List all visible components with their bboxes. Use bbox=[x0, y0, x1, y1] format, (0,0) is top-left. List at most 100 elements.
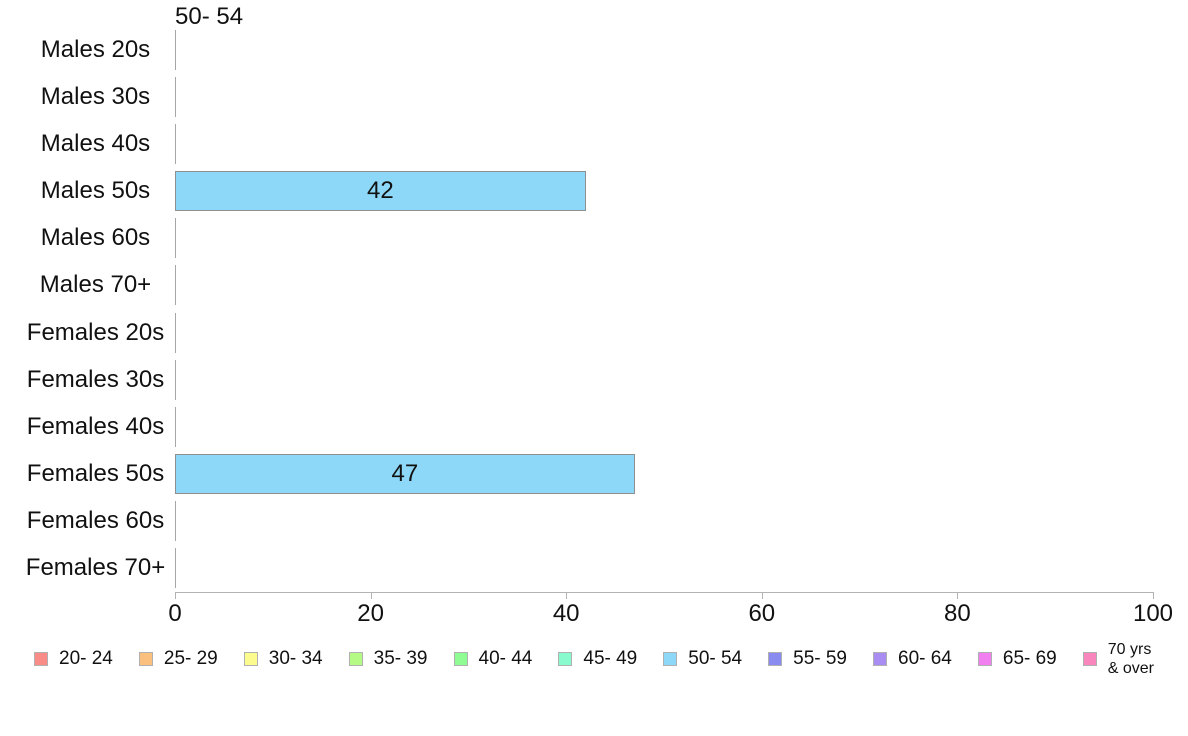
legend-item: 25- 29 bbox=[138, 648, 218, 670]
category-row: Females 50s 47 bbox=[0, 451, 1188, 498]
category-row: Males 70+ bbox=[0, 262, 1188, 309]
zero-value-bar-line bbox=[175, 312, 176, 353]
category-row: Females 40s bbox=[0, 403, 1188, 450]
bar-value-label: 42 bbox=[367, 177, 394, 205]
x-axis-tick-label: 20 bbox=[357, 600, 384, 627]
category-label: Males 40s bbox=[40, 129, 151, 157]
bar-track bbox=[175, 29, 1153, 70]
legend-label: 45- 49 bbox=[583, 648, 638, 669]
x-axis-tick-label: 60 bbox=[748, 600, 776, 627]
zero-value-bar-line bbox=[175, 76, 176, 117]
category-label: Males 50s bbox=[40, 177, 151, 205]
category-label: Males 60s bbox=[40, 224, 151, 252]
bar-track bbox=[175, 76, 1153, 117]
legend-label: 55- 59 bbox=[793, 648, 847, 669]
legend-label: 70 yrs & over bbox=[1107, 641, 1154, 677]
zero-value-bar-line bbox=[175, 406, 176, 447]
x-axis-tick-label: 0 bbox=[168, 600, 182, 627]
legend-swatch bbox=[977, 652, 992, 666]
category-label: Males 70+ bbox=[39, 271, 152, 299]
category-row: Females 70+ bbox=[0, 545, 1188, 592]
bar-track bbox=[175, 312, 1153, 353]
zero-value-bar-line bbox=[175, 123, 176, 164]
bar-track bbox=[175, 123, 1153, 164]
legend-label: 65- 69 bbox=[1002, 648, 1057, 669]
bar-value-label: 47 bbox=[391, 460, 419, 488]
legend-swatch bbox=[1082, 652, 1097, 666]
category-row: Males 50s 42 bbox=[0, 168, 1188, 215]
category-row: Females 30s bbox=[0, 356, 1188, 403]
category-label: Females 60s bbox=[26, 507, 165, 535]
bar-track bbox=[175, 501, 1153, 542]
x-axis-tick bbox=[566, 592, 568, 599]
x-axis-tick bbox=[761, 592, 763, 599]
x-axis-tick-label: 80 bbox=[944, 600, 971, 627]
x-axis-tick bbox=[175, 592, 176, 599]
bar-track: 47 bbox=[175, 454, 1153, 495]
category-label: Females 20s bbox=[26, 318, 165, 346]
bar-track bbox=[175, 406, 1153, 447]
zero-value-bar-line bbox=[175, 265, 176, 306]
legend-item: 60- 64 bbox=[873, 648, 952, 670]
legend-item: 50- 54 bbox=[663, 648, 742, 670]
legend-item: 35- 39 bbox=[348, 648, 428, 670]
bar: 47 bbox=[175, 454, 635, 495]
category-row: Males 60s bbox=[0, 215, 1188, 262]
legend-item: 65- 69 bbox=[977, 648, 1057, 670]
legend-item: 70 yrs & over bbox=[1082, 640, 1154, 678]
x-axis-tick-label: 40 bbox=[552, 600, 580, 627]
legend-label: 40- 44 bbox=[478, 648, 533, 669]
legend-swatch bbox=[243, 652, 258, 666]
legend-label: 60- 64 bbox=[898, 648, 952, 669]
category-label: Females 70+ bbox=[25, 554, 166, 582]
bar-track bbox=[175, 359, 1153, 400]
x-axis-line bbox=[175, 592, 1154, 593]
legend-label: 25- 29 bbox=[163, 648, 218, 669]
zero-value-bar-line bbox=[175, 359, 176, 400]
category-label: Males 30s bbox=[40, 82, 151, 110]
legend-swatch bbox=[348, 652, 363, 666]
category-row: Females 20s bbox=[0, 309, 1188, 356]
legend-label: 35- 39 bbox=[373, 648, 428, 669]
legend-swatch bbox=[453, 652, 468, 666]
x-axis-tick bbox=[957, 592, 959, 599]
zero-value-bar-line bbox=[175, 548, 176, 589]
legend-item: 55- 59 bbox=[768, 648, 847, 670]
zero-value-bar-line bbox=[175, 29, 176, 70]
category-row: Males 40s bbox=[0, 120, 1188, 167]
legend-item: 30- 34 bbox=[243, 648, 323, 670]
category-row: Males 30s bbox=[0, 73, 1188, 120]
zero-value-bar-line bbox=[175, 218, 176, 259]
legend-swatch bbox=[138, 652, 153, 666]
legend: 20- 24 25- 29 30- 34 35- 39 40- 44 45- 49 50- … bbox=[0, 640, 1188, 678]
legend-label: 30- 34 bbox=[268, 648, 323, 669]
legend-swatch bbox=[558, 652, 573, 666]
category-label: Males 20s bbox=[40, 35, 151, 63]
bar-track bbox=[175, 218, 1153, 259]
category-label: Females 40s bbox=[26, 412, 165, 440]
legend-item: 20- 24 bbox=[34, 648, 113, 670]
bar-track: 42 bbox=[175, 171, 1153, 212]
legend-swatch bbox=[768, 652, 783, 666]
bar-track bbox=[175, 548, 1153, 589]
category-row: Females 60s bbox=[0, 498, 1188, 545]
legend-item: 40- 44 bbox=[453, 648, 533, 670]
zero-value-bar-line bbox=[175, 501, 176, 542]
x-axis-tick-label: 100 bbox=[1132, 600, 1174, 627]
chart-title: 50- 54 bbox=[175, 3, 244, 30]
category-label: Females 50s bbox=[26, 460, 165, 488]
plot-area: Males 20s Males 30s Males 40s Males 50s 42 Ma… bbox=[0, 26, 1188, 592]
legend-item: 45- 49 bbox=[558, 648, 637, 670]
x-axis-tick bbox=[1153, 592, 1154, 599]
legend-label: 20- 24 bbox=[59, 648, 113, 669]
bar-track bbox=[175, 265, 1153, 306]
x-axis-tick bbox=[370, 592, 372, 599]
legend-swatch bbox=[34, 652, 48, 666]
legend-swatch bbox=[663, 652, 678, 666]
category-label: Females 30s bbox=[26, 365, 165, 393]
category-row: Males 20s bbox=[0, 26, 1188, 73]
legend-label: 50- 54 bbox=[688, 648, 743, 669]
bar: 42 bbox=[175, 171, 586, 212]
legend-swatch bbox=[873, 652, 887, 666]
